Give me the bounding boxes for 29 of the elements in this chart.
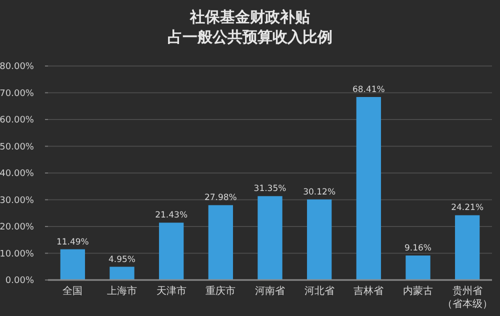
xtick: 重庆市 — [204, 285, 237, 298]
subtitle: 占一般公共预算收入比例 — [168, 28, 332, 46]
data-label: 4.95% — [108, 254, 136, 265]
ytick: 10.00% — [0, 249, 34, 260]
data-label: 9.16% — [404, 244, 432, 254]
data-label: 24.21% — [451, 203, 484, 214]
ytick: 40.00% — [0, 169, 34, 179]
xtick: 河南省 — [254, 285, 286, 298]
data-label: 31.35% — [254, 184, 286, 194]
ytick: 60.00% — [0, 116, 34, 126]
ytick: 80.00% — [0, 62, 34, 72]
xtick: 上海市 — [106, 285, 138, 298]
ytick: 30.00% — [0, 196, 34, 206]
ytick: 0.00% — [5, 276, 34, 286]
data-label: 11.49% — [56, 237, 89, 248]
ytick: 20.00% — [0, 222, 34, 232]
xtick: 贵州省（省本级） — [442, 285, 492, 311]
xtick: 吉林省 — [352, 285, 385, 298]
xtick: 天津市 — [155, 285, 188, 298]
data-label: 68.41% — [352, 85, 385, 95]
xtick: 全国 — [62, 285, 84, 298]
data-label: 27.98% — [204, 193, 237, 204]
ytick: 70.00% — [0, 88, 34, 99]
title: 社保基金财政补贴 — [190, 8, 310, 26]
ytick: 50.00% — [0, 142, 34, 152]
xtick: 河北省 — [303, 285, 336, 298]
data-label: 30.12% — [303, 187, 336, 198]
data-label: 21.43% — [155, 210, 188, 221]
xtick: 内蒙古 — [402, 285, 434, 298]
